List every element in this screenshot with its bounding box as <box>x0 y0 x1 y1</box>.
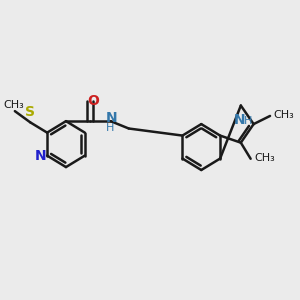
Text: CH₃: CH₃ <box>3 100 24 110</box>
Text: S: S <box>25 105 35 119</box>
Text: CH₃: CH₃ <box>274 110 294 120</box>
Text: H: H <box>244 116 252 126</box>
Text: N: N <box>34 148 46 163</box>
Text: O: O <box>87 94 99 107</box>
Text: N: N <box>234 113 245 127</box>
Text: H: H <box>106 123 114 133</box>
Text: N: N <box>106 111 117 124</box>
Text: CH₃: CH₃ <box>254 153 275 163</box>
